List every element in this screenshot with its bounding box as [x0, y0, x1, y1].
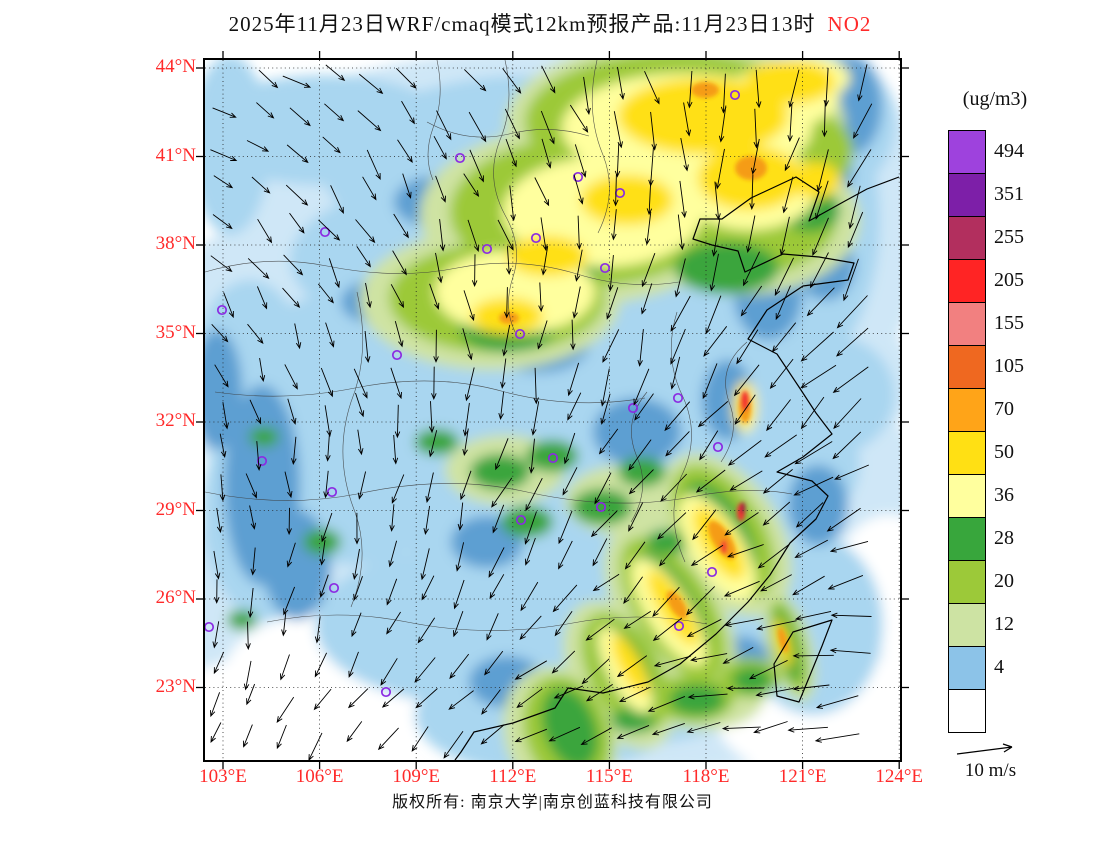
colorbar-cell: [949, 345, 985, 388]
lat-label: 38°N: [155, 233, 196, 254]
station-markers: [205, 89, 741, 698]
lat-label: 32°N: [155, 410, 196, 431]
lat-label: 23°N: [155, 675, 196, 697]
station-marker-icon: [515, 514, 527, 526]
colorbar-label: 70: [994, 398, 1014, 420]
colorbar-label: 155: [994, 312, 1024, 334]
station-marker-icon: [481, 243, 493, 255]
lon-label: 106°E: [295, 766, 344, 787]
colorbar-cell: [949, 517, 985, 560]
station-marker-icon: [328, 582, 340, 594]
colorbar-label: 12: [994, 613, 1014, 635]
colorbar-cell: [949, 603, 985, 646]
colorbar-cell: [949, 689, 985, 732]
station-marker-icon: [595, 501, 607, 513]
station-marker-icon: [672, 392, 684, 404]
station-marker-icon: [205, 621, 215, 633]
colorbar-label: 28: [994, 527, 1014, 549]
lon-label: 109°E: [392, 766, 441, 787]
colorbar-label: 36: [994, 484, 1014, 506]
colorbar-cell: [949, 474, 985, 517]
colorbar-cell: [949, 560, 985, 603]
page-title: 2025年11月23日WRF/cmaq模式12km预报产品:11月23日13时 N…: [0, 8, 1100, 38]
station-marker-icon: [256, 455, 268, 467]
colorbar-label: 4: [994, 656, 1004, 678]
colorbar: [948, 130, 986, 733]
station-marker-icon: [729, 89, 741, 101]
station-marker-icon: [530, 232, 542, 244]
colorbar-cell: [949, 259, 985, 302]
colorbar-cell: [949, 302, 985, 345]
colorbar-cell: [949, 173, 985, 216]
colorbar-label: 351: [994, 183, 1024, 205]
station-marker-icon: [391, 349, 403, 361]
station-marker-icon: [514, 328, 526, 340]
station-marker-icon: [380, 686, 392, 698]
pollution-field: [205, 60, 900, 760]
station-marker-icon: [599, 262, 611, 274]
colorbar-cell: [949, 646, 985, 689]
colorbar-unit: (ug/m3): [962, 88, 1028, 110]
wind-arrows: [210, 64, 873, 760]
colorbar-label: 205: [994, 269, 1024, 291]
station-marker-icon: [673, 620, 685, 632]
station-marker-icon: [326, 486, 338, 498]
colorbar-label: 20: [994, 570, 1014, 592]
forecast-map: [205, 60, 900, 760]
lat-label: 41°N: [155, 144, 196, 166]
colorbar-cell: [949, 131, 985, 173]
coastline: [454, 176, 900, 760]
province-boundaries: [205, 60, 793, 631]
station-marker-icon: [319, 226, 331, 238]
colorbar-label: 50: [994, 441, 1014, 463]
colorbar-cell: [949, 431, 985, 474]
lon-label: 112°E: [489, 766, 537, 787]
wind-reference-label: 10 m/s: [964, 760, 1017, 781]
lon-label: 103°E: [199, 766, 247, 787]
station-marker-icon: [547, 452, 559, 464]
station-marker-icon: [712, 441, 724, 453]
station-marker-icon: [454, 152, 466, 164]
wind-reference-arrow-icon: [956, 743, 1013, 755]
map-canvas: [203, 58, 902, 762]
lon-label: 124°E: [875, 766, 924, 787]
pollution-field-hotspots: [499, 82, 789, 653]
lat-label: 29°N: [155, 498, 196, 520]
colorbar-label: 105: [994, 355, 1024, 377]
station-marker-icon: [572, 171, 584, 183]
station-marker-icon: [216, 304, 228, 316]
colorbar-cell: [949, 388, 985, 431]
colorbar-label: 494: [994, 140, 1024, 162]
station-marker-icon: [706, 566, 718, 578]
lat-label: 26°N: [155, 587, 196, 608]
lon-label: 121°E: [778, 766, 827, 787]
copyright-footer: 版权所有: 南京大学|南京创蓝科技有限公司: [392, 794, 713, 811]
lat-label: 44°N: [155, 56, 196, 77]
station-marker-icon: [627, 402, 639, 414]
lon-label: 115°E: [585, 766, 633, 787]
colorbar-label: 255: [994, 226, 1024, 248]
title-species-no2: NO2: [827, 12, 872, 36]
colorbar-cell: [949, 216, 985, 259]
taiwan-island: [773, 619, 833, 703]
lon-label: 118°E: [682, 766, 730, 787]
lat-label: 35°N: [155, 321, 196, 343]
title-text: 2025年11月23日WRF/cmaq模式12km预报产品:11月23日13时: [228, 12, 816, 36]
